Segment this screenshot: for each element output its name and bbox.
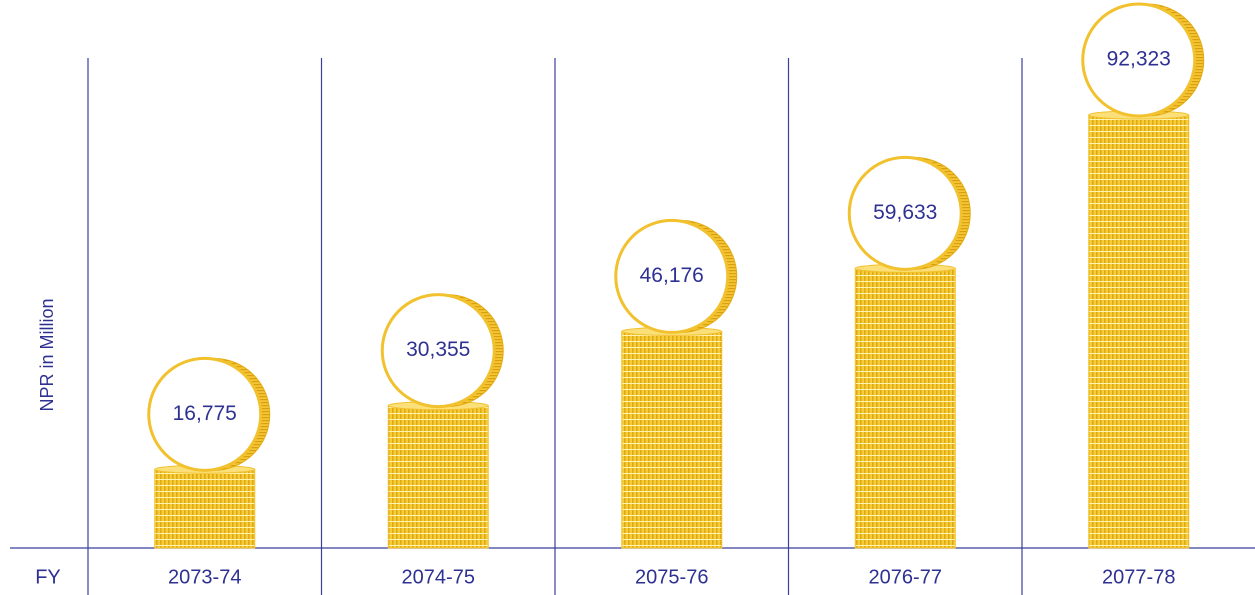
x-tick-label: 2077-78 — [1102, 566, 1175, 588]
value-label: 30,355 — [406, 338, 470, 361]
coin-face — [614, 218, 730, 334]
coin-face — [380, 293, 496, 409]
coin-stack — [854, 267, 956, 549]
y-axis-label: NPR in Million — [37, 298, 57, 411]
coin-face — [147, 356, 263, 472]
x-tick-label: 2075-76 — [635, 566, 708, 588]
x-tick-label: 2073-74 — [168, 566, 241, 588]
coin-stack — [621, 330, 723, 549]
coin-stack — [387, 405, 489, 549]
value-label: 59,633 — [873, 201, 937, 224]
x-tick-label: 2076-77 — [869, 566, 942, 588]
coin-stack — [1088, 114, 1190, 549]
coin-face — [847, 155, 963, 271]
coin-face — [1081, 2, 1197, 118]
x-tick-label: 2074-75 — [402, 566, 475, 588]
x-axis-label: FY — [35, 566, 61, 588]
value-label: 92,323 — [1107, 48, 1171, 71]
coin-stack — [154, 468, 256, 549]
value-label: 16,775 — [173, 402, 237, 425]
value-label: 46,176 — [640, 264, 704, 287]
